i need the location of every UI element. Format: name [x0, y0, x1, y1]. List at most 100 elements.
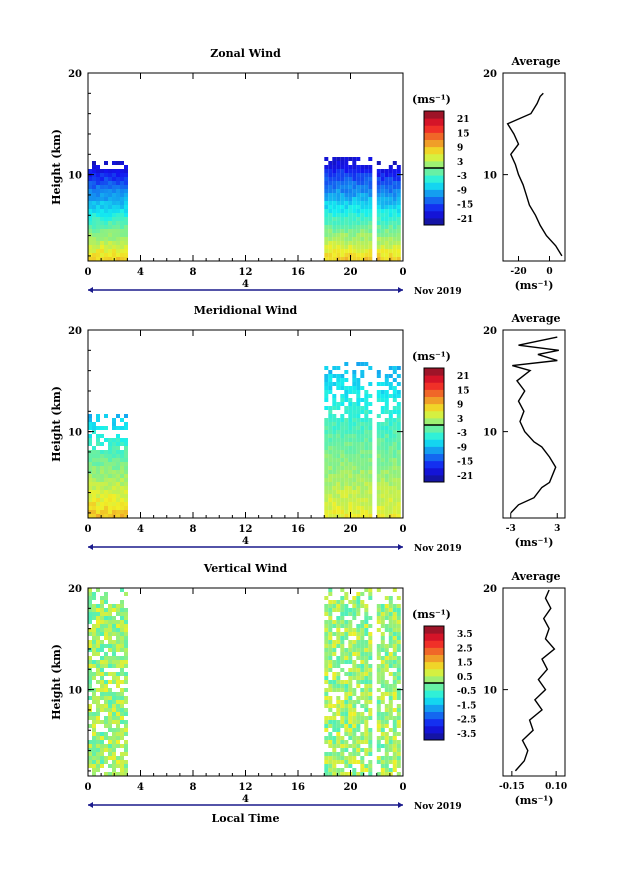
heatmap-cell [116, 229, 120, 233]
heatmap-cell [352, 257, 357, 261]
heatmap-cell [112, 510, 116, 514]
heatmap-cell [380, 390, 385, 394]
heatmap-cell [352, 632, 357, 636]
heatmap-cell [108, 696, 112, 700]
heatmap-cell [352, 386, 357, 390]
heatmap-cell [88, 462, 92, 466]
heatmap-cell [100, 257, 104, 261]
heatmap-cell [360, 249, 365, 253]
heatmap-cell [112, 660, 116, 664]
heatmap-cell [380, 245, 385, 249]
heatmap-cell [124, 768, 128, 772]
heatmap-cell [328, 628, 333, 632]
heatmap-cell [356, 169, 361, 173]
heatmap-cell [112, 648, 116, 652]
heatmap-cell [336, 197, 341, 201]
heatmap-cell [120, 169, 124, 173]
heatmap-cell [336, 724, 341, 728]
heatmap-cell [100, 620, 104, 624]
heatmap-cell [124, 744, 128, 748]
heatmap-cell [120, 588, 124, 592]
heatmap-cell [388, 684, 393, 688]
heatmap-cell [124, 612, 128, 616]
heatmap-cell [376, 454, 381, 458]
heatmap-cell [356, 213, 361, 217]
heatmap-cell [392, 604, 397, 608]
heatmap-cell [100, 189, 104, 193]
heatmap-cell [104, 205, 108, 209]
heatmap-cell [344, 720, 349, 724]
heatmap-cell [388, 692, 393, 696]
heatmap-cell [344, 620, 349, 624]
heatmap-cell [356, 394, 361, 398]
heatmap-cell [124, 197, 128, 201]
heatmap-cell [324, 478, 329, 482]
heatmap-cell [392, 229, 397, 233]
heatmap-cell [328, 680, 333, 684]
x-tick-label: 0 [400, 267, 407, 278]
heatmap-cell [360, 398, 365, 402]
heatmap-cell [332, 752, 337, 756]
heatmap-cell [392, 612, 397, 616]
heatmap-cell [96, 652, 100, 656]
heatmap-cell [100, 656, 104, 660]
heatmap-cell [340, 624, 345, 628]
heatmap-cell [340, 474, 345, 478]
heatmap-cell [368, 494, 373, 498]
heatmap-cell [396, 169, 401, 173]
heatmap-cell [104, 616, 108, 620]
heatmap-cell [112, 620, 116, 624]
heatmap-cell [380, 510, 385, 514]
heatmap-cell [368, 245, 373, 249]
heatmap-cell [356, 632, 361, 636]
heatmap-cell [328, 600, 333, 604]
heatmap-cell [96, 510, 100, 514]
heatmap-cell [348, 752, 353, 756]
heatmap-cell [120, 490, 124, 494]
heatmap-cell [92, 454, 96, 458]
heatmap-cell [104, 253, 108, 257]
heatmap-cell [356, 249, 361, 253]
heatmap-cell [108, 700, 112, 704]
heatmap-cell [120, 177, 124, 181]
heatmap-cell [112, 764, 116, 768]
heatmap-cell [396, 628, 401, 632]
heatmap-cell [340, 760, 345, 764]
heatmap-cell [344, 458, 349, 462]
heatmap-cell [344, 724, 349, 728]
heatmap-cell [108, 498, 112, 502]
heatmap-cell [364, 458, 369, 462]
heatmap-cell [112, 696, 116, 700]
heatmap-cell [336, 185, 341, 189]
heatmap-cell [336, 740, 341, 744]
heatmap-cell [332, 169, 337, 173]
heatmap-cell [356, 430, 361, 434]
heatmap-cell [104, 181, 108, 185]
heatmap-cell [380, 458, 385, 462]
heatmap-cell [356, 744, 361, 748]
heatmap-cell [104, 632, 108, 636]
heatmap-cell [352, 189, 357, 193]
heatmap-cell [376, 205, 381, 209]
heatmap-cell [324, 382, 329, 386]
heatmap-cell [332, 644, 337, 648]
heatmap-cell [376, 608, 381, 612]
heatmap-cell [352, 249, 357, 253]
heatmap-cell [352, 712, 357, 716]
heatmap-cell [96, 193, 100, 197]
heatmap-cell [92, 422, 96, 426]
heatmap-cell [376, 177, 381, 181]
heatmap-cell [356, 482, 361, 486]
heatmap-cell [388, 374, 393, 378]
heatmap-cell [360, 764, 365, 768]
heatmap-cell [388, 514, 393, 518]
heatmap-cell [124, 446, 128, 450]
heatmap-cell [360, 185, 365, 189]
heatmap-cell [100, 612, 104, 616]
heatmap-cell [324, 656, 329, 660]
heatmap-cell [340, 604, 345, 608]
heatmap-cell [332, 756, 337, 760]
heatmap-cell [380, 608, 385, 612]
heatmap-cell [324, 257, 329, 261]
heatmap-cell [120, 185, 124, 189]
